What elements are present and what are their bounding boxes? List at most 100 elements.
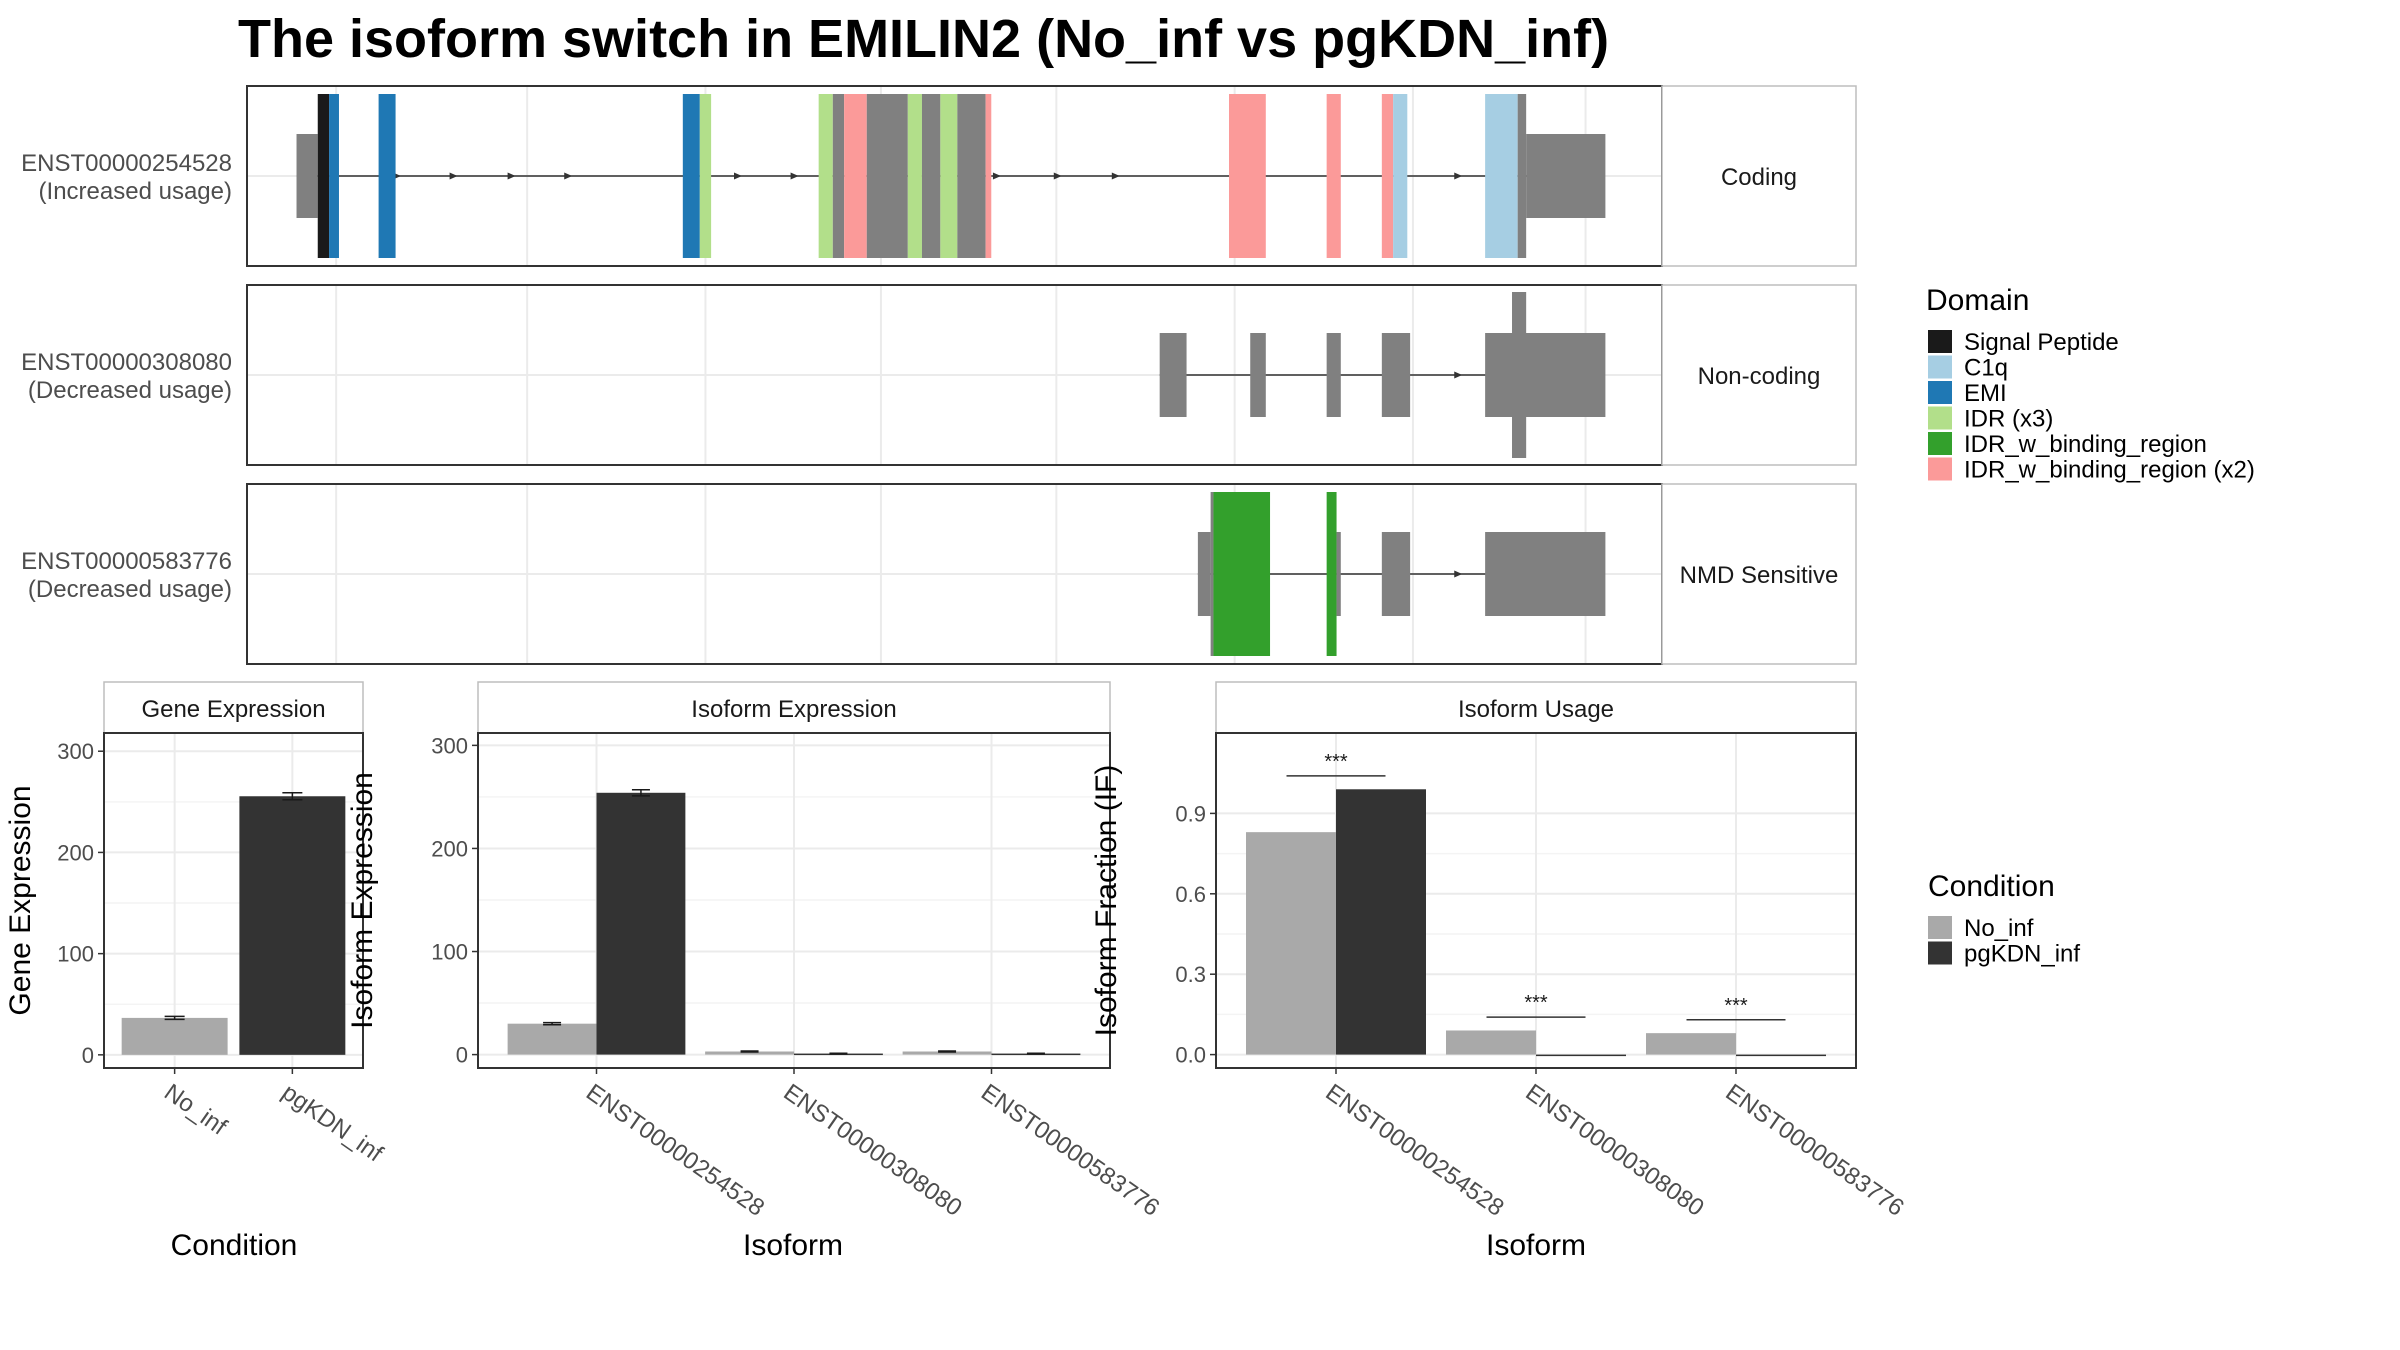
x-tick-label: pgKDN_inf — [277, 1079, 388, 1168]
exon-block — [1159, 333, 1187, 417]
exon-block — [844, 94, 867, 258]
domain-legend-swatch — [1928, 355, 1952, 379]
error-bar — [1026, 1052, 1045, 1055]
bar — [596, 792, 686, 1055]
exon-block — [1393, 94, 1408, 258]
domain-legend-title: Domain — [1926, 284, 2029, 317]
exon-block — [985, 94, 992, 258]
domain-legend-label: IDR_w_binding_region (x2) — [1964, 457, 2255, 484]
exon-block — [682, 94, 700, 258]
track-strip — [1661, 85, 1857, 267]
exon-block — [1326, 492, 1337, 656]
error-bar — [543, 1021, 562, 1026]
y-tick-label: 0.0 — [1175, 1043, 1206, 1068]
y-tick-label: 0.9 — [1175, 801, 1206, 826]
condition-legend-label: No_inf — [1964, 915, 2034, 942]
exon-block — [699, 94, 712, 258]
bar — [507, 1023, 597, 1055]
transcript-usage-label: (Decreased usage) — [28, 576, 232, 603]
exon-block — [317, 94, 330, 258]
error-bar — [829, 1052, 848, 1055]
exon-block — [921, 94, 941, 258]
exon-block — [329, 94, 339, 258]
direction-arrow — [734, 172, 743, 180]
bar — [1736, 1054, 1826, 1057]
y-axis-title: Isoform Fraction (IF) — [1090, 765, 1123, 1037]
exon-block — [1517, 94, 1527, 258]
y-tick-label: 200 — [57, 840, 94, 865]
exon-block — [296, 134, 318, 218]
exon-block — [1512, 292, 1527, 458]
domain-legend-swatch — [1928, 406, 1952, 430]
exon-block — [1485, 333, 1606, 417]
y-tick-label: 100 — [57, 942, 94, 967]
direction-arrow — [1454, 371, 1463, 379]
exon-block — [378, 94, 396, 258]
direction-arrow — [449, 172, 458, 180]
x-tick-label: ENST00000308080 — [1521, 1079, 1709, 1222]
bar-panel: Isoform Usage *** *** *** 0.0 0.3 0.6 0.9 ENST00… — [1090, 681, 1909, 1262]
x-tick-label: No_inf — [159, 1079, 232, 1141]
domain-legend-swatch — [1928, 457, 1952, 481]
transcript-label: ENST00000308080 — [21, 349, 232, 376]
track-strip-label: Non-coding — [1698, 363, 1821, 390]
y-tick-label: 200 — [431, 836, 468, 861]
exon-block — [1229, 94, 1266, 258]
y-tick-label: 0.3 — [1175, 962, 1206, 987]
panel-strip — [1215, 681, 1857, 734]
bar — [705, 1051, 794, 1055]
panel-border — [103, 732, 364, 1069]
error-bar — [740, 1050, 759, 1053]
expression-panels: Gene Expression 0 100 200 300 No_inf pgKDN_inf… — [4, 681, 1909, 1262]
track-strip-label: Coding — [1721, 164, 1797, 191]
significance-label: *** — [1524, 992, 1548, 1014]
direction-arrow — [1111, 172, 1120, 180]
direction-arrow — [564, 172, 573, 180]
bar — [1246, 832, 1336, 1055]
panel-strip — [103, 681, 364, 734]
transcript-usage-label: (Increased usage) — [39, 178, 232, 205]
x-axis-title: Isoform — [1486, 1229, 1586, 1262]
exon-block — [1326, 333, 1341, 417]
exon-block — [1381, 532, 1411, 616]
y-tick-label: 300 — [57, 739, 94, 764]
transcript-track: NMD Sensitive ENST00000583776(Decreased u… — [21, 483, 1857, 665]
direction-arrow — [1454, 172, 1463, 180]
track-strip-label: NMD Sensitive — [1680, 562, 1839, 589]
bar-panel: Isoform Expression 0 100 200 300 ENST00000254… — [346, 681, 1164, 1262]
y-axis-title: Gene Expression — [4, 785, 37, 1015]
direction-arrow — [507, 172, 516, 180]
transcript-label: ENST00000254528 — [21, 150, 232, 177]
condition-legend-swatch — [1928, 916, 1952, 939]
bar — [902, 1051, 992, 1055]
error-bar — [631, 788, 650, 797]
x-tick-label: ENST00000254528 — [1321, 1079, 1509, 1222]
significance-label: *** — [1724, 995, 1748, 1017]
bar — [239, 796, 346, 1055]
exon-block — [818, 94, 833, 258]
figure-title: The isoform switch in EMILIN2 (No_inf vs… — [238, 9, 1609, 69]
exon-block — [1326, 94, 1341, 258]
exon-block — [1485, 94, 1518, 258]
bar — [1336, 789, 1426, 1055]
exon-block — [1381, 333, 1411, 417]
condition-legend-swatch — [1928, 941, 1952, 965]
domain-legend-swatch — [1928, 432, 1952, 455]
error-bar — [282, 791, 303, 801]
direction-arrow — [1053, 172, 1062, 180]
transcript-label: ENST00000583776 — [21, 548, 232, 575]
x-tick-label: ENST00000308080 — [779, 1079, 967, 1222]
condition-legend-title: Condition — [1928, 870, 2055, 903]
error-bar — [164, 1015, 185, 1021]
x-axis-title: Condition — [171, 1229, 298, 1262]
y-axis-title: Isoform Expression — [346, 772, 379, 1029]
bar — [1446, 1030, 1536, 1055]
panel-strip-label: Isoform Usage — [1458, 696, 1614, 723]
exon-block — [907, 94, 922, 258]
y-tick-label: 0 — [456, 1043, 468, 1068]
x-tick-label: ENST00000583776 — [976, 1079, 1164, 1222]
y-tick-label: 0.6 — [1175, 882, 1206, 907]
